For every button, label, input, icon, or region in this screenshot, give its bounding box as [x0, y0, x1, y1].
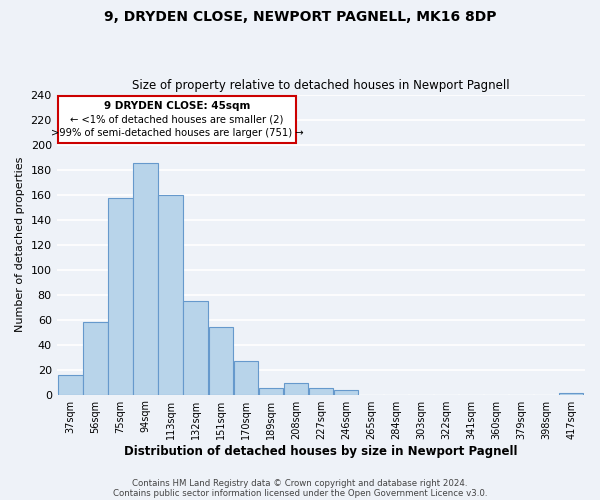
- Bar: [158, 194, 183, 394]
- Bar: [259, 388, 283, 394]
- Bar: [83, 322, 108, 394]
- Bar: [133, 164, 158, 394]
- Text: Contains HM Land Registry data © Crown copyright and database right 2024.: Contains HM Land Registry data © Crown c…: [132, 478, 468, 488]
- Bar: [58, 374, 83, 394]
- Bar: [109, 198, 133, 394]
- Text: 9, DRYDEN CLOSE, NEWPORT PAGNELL, MK16 8DP: 9, DRYDEN CLOSE, NEWPORT PAGNELL, MK16 8…: [104, 10, 496, 24]
- Text: >99% of semi-detached houses are larger (751) →: >99% of semi-detached houses are larger …: [50, 128, 303, 138]
- Bar: [284, 384, 308, 394]
- Y-axis label: Number of detached properties: Number of detached properties: [15, 157, 25, 332]
- Text: ← <1% of detached houses are smaller (2): ← <1% of detached houses are smaller (2): [70, 114, 284, 124]
- X-axis label: Distribution of detached houses by size in Newport Pagnell: Distribution of detached houses by size …: [124, 444, 518, 458]
- Bar: [334, 390, 358, 394]
- Text: Contains public sector information licensed under the Open Government Licence v3: Contains public sector information licen…: [113, 488, 487, 498]
- Bar: [308, 388, 333, 394]
- Bar: [184, 301, 208, 394]
- Title: Size of property relative to detached houses in Newport Pagnell: Size of property relative to detached ho…: [132, 79, 509, 92]
- Bar: [209, 327, 233, 394]
- Text: 9 DRYDEN CLOSE: 45sqm: 9 DRYDEN CLOSE: 45sqm: [104, 102, 250, 112]
- FancyBboxPatch shape: [58, 96, 296, 144]
- Bar: [233, 361, 258, 394]
